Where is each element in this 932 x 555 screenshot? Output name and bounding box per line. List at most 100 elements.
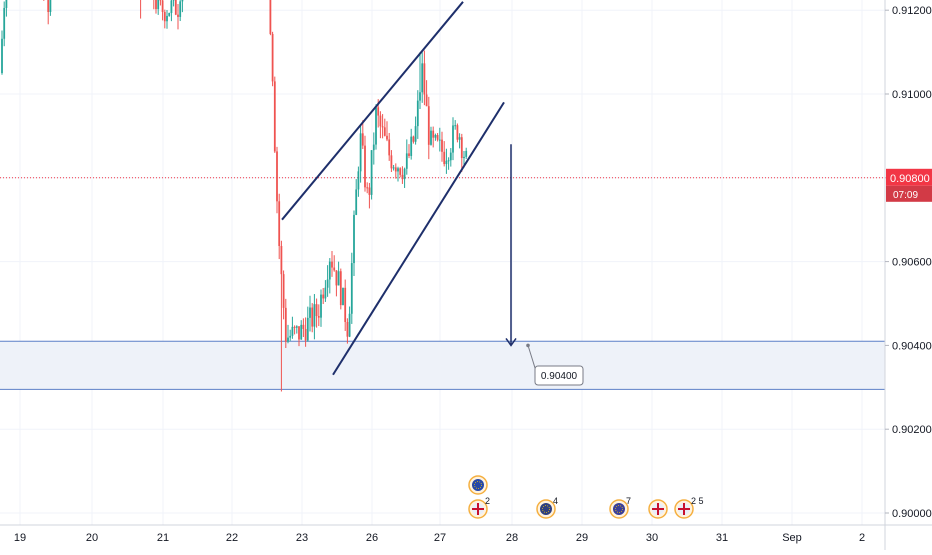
candle-body: [270, 0, 272, 34]
current-price-label: 0.90800: [890, 173, 930, 185]
candle-body: [342, 288, 344, 305]
event-flag-icon[interactable]: 4: [537, 496, 558, 518]
candle-body: [454, 125, 456, 126]
candle-body: [50, 0, 52, 12]
candle-body: [360, 133, 362, 171]
candle-body: [318, 316, 320, 318]
drawings[interactable]: 0.90400: [282, 2, 583, 385]
candle-body: [377, 107, 379, 115]
time-tick-label: 22: [226, 532, 238, 544]
candle-body: [419, 92, 421, 100]
event-flag-icon[interactable]: 2 5: [675, 496, 704, 518]
candle-body: [404, 169, 406, 179]
candle-body: [353, 215, 355, 263]
time-tick-label: 20: [86, 532, 98, 544]
candle-body: [366, 187, 368, 188]
candle-body: [439, 140, 441, 141]
candle-body: [292, 327, 294, 336]
event-badge: 7: [626, 496, 631, 506]
candle-body: [311, 308, 313, 327]
time-tick-label: 29: [576, 532, 588, 544]
event-flag-icon[interactable]: [469, 476, 487, 494]
economic-events[interactable]: 2 4 7 2 5: [469, 476, 704, 518]
time-tick-label: 26: [366, 532, 378, 544]
time-tick-label: 30: [646, 532, 658, 544]
candle-body: [393, 167, 395, 168]
candle-body: [272, 34, 274, 81]
candle-body: [179, 1, 181, 17]
candle-body: [157, 0, 159, 9]
candle-body: [331, 262, 333, 268]
candle-body: [358, 171, 360, 189]
candle-body: [424, 63, 426, 94]
candle-body: [415, 126, 417, 142]
candle-body: [347, 322, 349, 337]
candle-body: [314, 304, 316, 326]
candle-body: [171, 0, 173, 13]
price-tick-label: 0.90200: [892, 424, 932, 436]
candle-body: [373, 145, 375, 151]
event-flag-icon[interactable]: [649, 500, 667, 518]
candle-body: [182, 0, 184, 1]
candle-body: [384, 127, 386, 135]
event-flag-icon[interactable]: 2: [469, 496, 490, 518]
event-flag-fill: [472, 479, 484, 491]
candle-body: [47, 0, 49, 12]
price-tick-label: 0.90400: [892, 340, 932, 352]
support-zone-fill: [0, 341, 885, 389]
event-flag-icon[interactable]: 7: [610, 496, 631, 518]
candle-body: [391, 155, 393, 168]
event-badge: 4: [553, 496, 558, 506]
candle-body: [371, 150, 373, 195]
candle-body: [435, 135, 437, 138]
candle-body: [402, 175, 404, 179]
candles: [1, 0, 467, 391]
candle-body: [177, 15, 179, 17]
candle-body: [364, 146, 366, 188]
candle-body: [388, 139, 390, 155]
candle-body: [428, 106, 430, 145]
time-tick-label: 23: [296, 532, 308, 544]
event-flag-fill: [540, 503, 552, 515]
candle-body: [1, 39, 3, 73]
candle-body: [294, 327, 296, 328]
candle-body: [276, 151, 278, 201]
support-zone: [0, 178, 885, 390]
candle-body: [432, 131, 434, 138]
time-tick-label: Sep: [782, 532, 802, 544]
callout-anchor: [526, 344, 530, 348]
grid: [0, 0, 885, 525]
candle-body: [386, 136, 388, 140]
event-badge: 2 5: [691, 496, 704, 506]
candle-body: [351, 263, 353, 314]
candle-body: [446, 161, 448, 164]
candle-body: [289, 336, 291, 338]
candle-body: [285, 308, 287, 342]
candle-body: [465, 151, 467, 157]
time-tick-label: 27: [434, 532, 446, 544]
channel-lower-line[interactable]: [333, 102, 504, 374]
candle-body: [380, 116, 382, 127]
candle-body: [421, 63, 423, 92]
candle-body: [463, 157, 465, 158]
time-tick-label: 31: [716, 532, 728, 544]
candle-body: [329, 262, 331, 280]
time-tick-label: 21: [157, 532, 169, 544]
candle-body: [344, 288, 346, 322]
price-tick-label: 0.90600: [892, 257, 932, 269]
candle-body: [283, 274, 285, 308]
candle-body: [336, 270, 338, 285]
candle-body: [325, 288, 327, 299]
time-tick-label: 19: [14, 532, 26, 544]
candle-body: [410, 137, 412, 156]
candle-body: [437, 135, 439, 140]
time-tick-label: 2: [859, 532, 865, 544]
candle-body: [333, 268, 335, 271]
candle-body: [164, 12, 166, 21]
candle-body: [278, 201, 280, 246]
candle-body: [162, 0, 164, 12]
candle-body: [166, 16, 168, 21]
target-callout-label: 0.90400: [541, 371, 578, 382]
